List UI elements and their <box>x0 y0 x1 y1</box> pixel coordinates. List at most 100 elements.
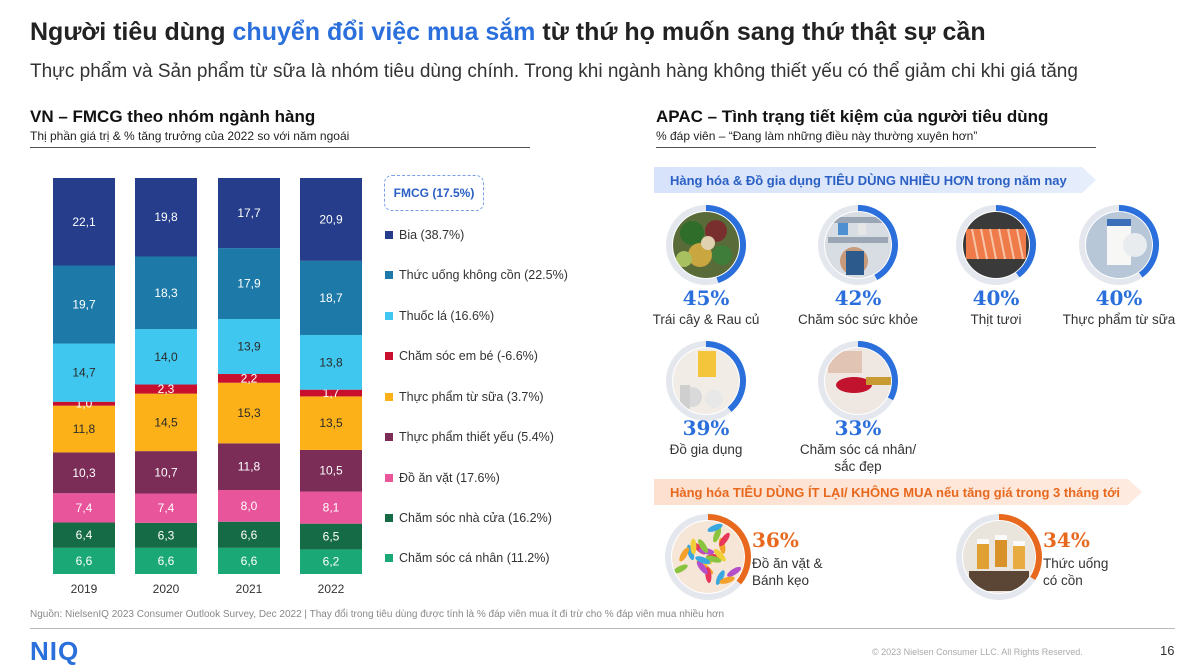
bar-value-label: 6,4 <box>76 528 93 542</box>
left-section-rule <box>30 147 530 148</box>
legend-item: Chăm sóc em bé (-6.6%) <box>385 349 538 363</box>
household-photo <box>673 348 739 414</box>
bar-segment <box>53 405 115 453</box>
bar-segment <box>300 178 362 261</box>
banner-spend-less: Hàng hóa TIÊU DÙNG ÍT LẠI/ KHÔNG MUA nếu… <box>654 479 1142 505</box>
x-tick-label: 2021 <box>236 582 263 596</box>
kpi-label: Chăm sóc cá nhân/sắc đẹp <box>799 442 917 474</box>
bar-segment <box>218 547 280 574</box>
legend-item: Đồ ăn vặt (17.6%) <box>385 471 500 485</box>
legend-swatch <box>385 271 393 279</box>
legend-item: Thức uống không cồn (22.5%) <box>385 268 568 282</box>
donut-arc <box>705 205 746 284</box>
bar-segment <box>218 521 280 548</box>
bar-value-label: 6,6 <box>76 554 93 568</box>
bar-value-label: 6,5 <box>323 530 340 544</box>
bar-value-label: 6,2 <box>323 555 340 569</box>
legend-item: Bia (38.7%) <box>385 228 464 242</box>
bar-segment <box>135 522 197 548</box>
legend-swatch <box>385 393 393 401</box>
kpi-donut <box>818 205 898 285</box>
bar-segment <box>135 384 197 394</box>
legend-label: Thức uống không cồn (22.5%) <box>399 268 568 282</box>
page-number: 16 <box>1160 643 1175 658</box>
legend-swatch <box>385 433 393 441</box>
bar-segment <box>53 178 115 266</box>
legend-item: Thực phẩm từ sữa (3.7%) <box>385 390 544 404</box>
bar-value-label: 10,5 <box>319 464 343 478</box>
bar-segment <box>135 256 197 330</box>
title-pre: Người tiêu dùng <box>30 18 233 46</box>
right-section-title: APAC – Tình trạng tiết kiệm của người ti… <box>656 107 1049 126</box>
bar-value-label: 15,3 <box>237 406 261 420</box>
kpi-percent: 40% <box>972 286 1020 310</box>
bar-segment <box>218 382 280 444</box>
kpi-label: Thịt tươi <box>970 312 1022 327</box>
kpi-label: Trái cây & Rau củ <box>652 312 760 327</box>
bar-segment <box>300 549 362 574</box>
stacked-bar-chart: 6,66,47,410,311,81,014,719,722,120196,66… <box>53 178 362 596</box>
bar-segment <box>135 547 197 574</box>
legend-label: Chăm sóc cá nhân (11.2%) <box>399 551 550 565</box>
title-post: từ thứ họ muốn sang thứ thật sự cần <box>535 18 986 46</box>
legend-label: Đồ ăn vặt (17.6%) <box>399 471 500 485</box>
kpi-donut <box>666 341 746 421</box>
bar-segment <box>300 396 362 450</box>
bar-value-label: 20,9 <box>319 212 343 226</box>
bar-segment <box>53 401 115 406</box>
bar-value-label: 17,7 <box>237 206 261 220</box>
bar-value-label: 6,6 <box>158 554 175 568</box>
niq-logo: NIQ <box>30 636 80 666</box>
footer-rule <box>30 628 1175 629</box>
donut-arc <box>1118 205 1159 278</box>
bar-value-label: 8,0 <box>241 499 258 513</box>
kpi-percent: 39% <box>682 416 730 440</box>
bar-value-label: 19,8 <box>154 210 178 224</box>
donut-arc <box>857 341 898 401</box>
kpi-donut <box>818 341 898 421</box>
bar-segment <box>218 443 280 491</box>
bar-segment <box>300 389 362 397</box>
legend-swatch <box>385 474 393 482</box>
legend-label: Bia (38.7%) <box>399 228 465 242</box>
legend-item: Thuốc lá (16.6%) <box>385 309 494 323</box>
bar-value-label: 18,3 <box>154 286 178 300</box>
right-section-rule <box>656 147 1096 148</box>
bar-segment <box>218 374 280 383</box>
source-note: Nguồn: NielsenIQ 2023 Consumer Outlook S… <box>30 609 725 620</box>
bar-value-label: 14,5 <box>154 415 178 429</box>
x-tick-label: 2020 <box>153 582 180 596</box>
legend-label: Thuốc lá (16.6%) <box>399 309 495 323</box>
bar-segment <box>218 248 280 319</box>
page-title: Người tiêu dùng chuyển đổi việc mua sắm … <box>30 18 986 47</box>
kpi-donut <box>666 205 746 285</box>
copyright: © 2023 Nielsen Consumer LLC. All Rights … <box>872 647 1083 657</box>
bar-segment <box>53 452 115 494</box>
title-highlight: chuyển đổi việc mua sắm <box>232 18 536 46</box>
bar-value-label: 6,3 <box>158 528 175 542</box>
bar-value-label: 22,1 <box>72 215 96 229</box>
bar-value-label: 11,8 <box>238 460 261 474</box>
legend-label: Chăm sóc em bé (-6.6%) <box>399 349 538 363</box>
bar-value-label: 13,8 <box>319 355 343 369</box>
donut-arc <box>995 205 1036 278</box>
legend-label: Thực phẩm thiết yếu (5.4%) <box>399 430 554 444</box>
kpi-donut <box>665 514 751 600</box>
kpi-percent: 36% <box>752 528 799 552</box>
kpi-donut <box>956 205 1036 285</box>
legend-swatch <box>385 514 393 522</box>
bar-segment <box>53 547 115 574</box>
legend-label: Thực phẩm từ sữa (3.7%) <box>399 390 544 404</box>
fmcg-total-box: FMCG (17.5%) <box>384 175 484 211</box>
milk-photo <box>1086 212 1152 278</box>
bar-value-label: 2,3 <box>158 382 175 396</box>
kpi-label: Đồ ăn vặt & Bánh kẹo <box>752 556 823 588</box>
kpi-label: Chăm sóc sức khỏe <box>797 312 919 327</box>
legend-swatch <box>385 231 393 239</box>
pharmacy-photo <box>825 212 891 278</box>
bar-segment <box>300 523 362 550</box>
legend-swatch <box>385 312 393 320</box>
bar-segment <box>300 449 362 492</box>
banner-spend-more: Hàng hóa & Đồ gia dụng TIÊU DÙNG NHIỀU H… <box>654 167 1096 193</box>
legend-label: Chăm sóc nhà cửa (16.2%) <box>399 511 552 525</box>
